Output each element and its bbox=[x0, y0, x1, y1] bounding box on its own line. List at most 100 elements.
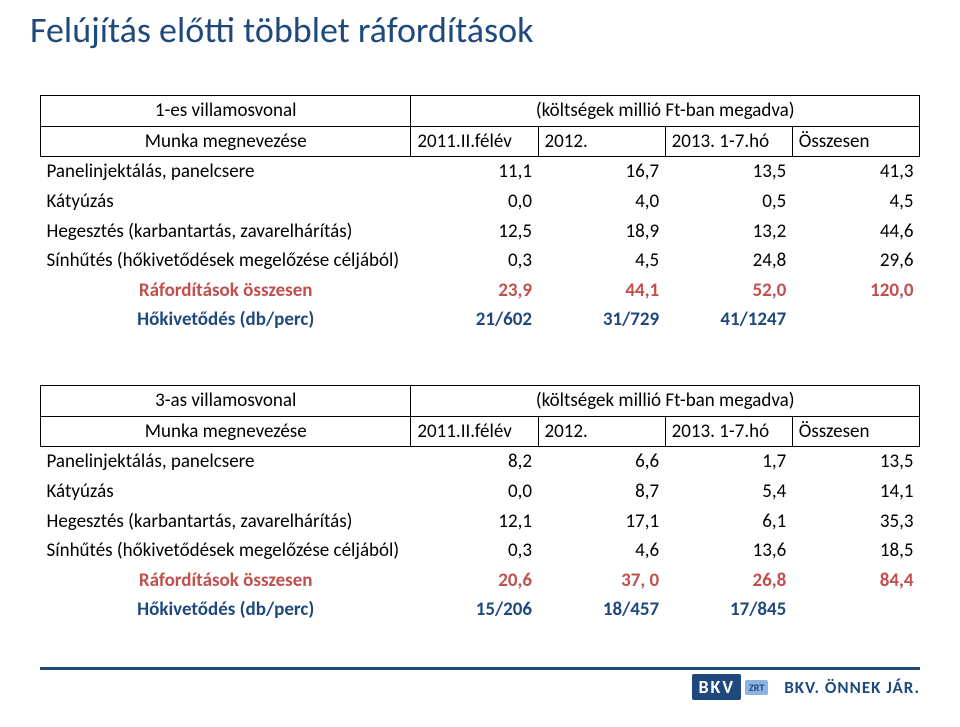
cell-label: Hegesztés (karbantartás, zavarelhárítás) bbox=[41, 507, 411, 537]
cell: 13,5 bbox=[665, 157, 792, 187]
cell: 52,0 bbox=[665, 276, 792, 306]
cell: 29,6 bbox=[792, 246, 919, 276]
cell: 0,0 bbox=[411, 477, 538, 507]
cell: 0,0 bbox=[411, 187, 538, 217]
cell-label: Sínhűtés (hőkivetődések megelőzése céljá… bbox=[41, 246, 411, 276]
table: 3-as villamosvonal (költségek millió Ft-… bbox=[40, 385, 920, 625]
table-row: Panelinjektálás, panelcsere 8,2 6,6 1,7 … bbox=[41, 447, 920, 477]
cell: 11,1 bbox=[411, 157, 538, 187]
cell bbox=[792, 595, 919, 625]
cell: 23,9 bbox=[411, 276, 538, 306]
logo-suffix: ZRT bbox=[745, 680, 768, 695]
cell: 18,9 bbox=[538, 217, 665, 247]
col-2: 2012. bbox=[538, 126, 665, 157]
col-1: 2011.II.félév bbox=[411, 416, 538, 447]
cell: 13,5 bbox=[792, 447, 919, 477]
logo: BKV ZRT bbox=[692, 674, 768, 700]
col-3: 2013. 1-7.hó bbox=[665, 416, 792, 447]
cell-label: Panelinjektálás, panelcsere bbox=[41, 157, 411, 187]
cell: 120,0 bbox=[792, 276, 919, 306]
cell: 21/602 bbox=[411, 305, 538, 335]
table-1: 1-es villamosvonal (költségek millió Ft-… bbox=[40, 95, 920, 335]
cell: 31/729 bbox=[538, 305, 665, 335]
cell: 0,3 bbox=[411, 246, 538, 276]
table-row: Hegesztés (karbantartás, zavarelhárítás)… bbox=[41, 507, 920, 537]
col-munka: Munka megnevezése bbox=[41, 416, 411, 447]
footer: BKV ZRT BKV. ÖNNEK JÁR. bbox=[40, 667, 920, 717]
cell-label: Ráfordítások összesen bbox=[41, 276, 411, 306]
table-row: Panelinjektálás, panelcsere 11,1 16,7 13… bbox=[41, 157, 920, 187]
table-row-sum: Ráfordítások összesen 20,6 37, 0 26,8 84… bbox=[41, 566, 920, 596]
logo-text: BKV bbox=[692, 674, 741, 700]
cell-label: Sínhűtés (hőkivetődések megelőzése céljá… bbox=[41, 536, 411, 566]
cell: 16,7 bbox=[538, 157, 665, 187]
cell: 4,6 bbox=[538, 536, 665, 566]
cell: 44,6 bbox=[792, 217, 919, 247]
cell-label: Hőkivetődés (db/perc) bbox=[41, 305, 411, 335]
cell: 20,6 bbox=[411, 566, 538, 596]
cell: 5,4 bbox=[665, 477, 792, 507]
cell: 15/206 bbox=[411, 595, 538, 625]
cell: 37, 0 bbox=[538, 566, 665, 596]
table-2: 3-as villamosvonal (költségek millió Ft-… bbox=[40, 385, 920, 625]
col-3: 2013. 1-7.hó bbox=[665, 126, 792, 157]
cell: 0,5 bbox=[665, 187, 792, 217]
table-header-row-2: Munka megnevezése 2011.II.félév 2012. 20… bbox=[41, 416, 920, 447]
cell: 6,1 bbox=[665, 507, 792, 537]
cell: 41,3 bbox=[792, 157, 919, 187]
cell: 13,6 bbox=[665, 536, 792, 566]
col-1: 2011.II.félév bbox=[411, 126, 538, 157]
col-2: 2012. bbox=[538, 416, 665, 447]
table-row: Sínhűtés (hőkivetődések megelőzése céljá… bbox=[41, 246, 920, 276]
table-row-hok: Hőkivetődés (db/perc) 15/206 18/457 17/8… bbox=[41, 595, 920, 625]
cell: 14,1 bbox=[792, 477, 919, 507]
table: 1-es villamosvonal (költségek millió Ft-… bbox=[40, 95, 920, 335]
page-title: Felújítás előtti többlet ráfordítások bbox=[30, 8, 533, 52]
cell-label: Hőkivetődés (db/perc) bbox=[41, 595, 411, 625]
cell-label: Panelinjektálás, panelcsere bbox=[41, 447, 411, 477]
cell-label: Hegesztés (karbantartás, zavarelhárítás) bbox=[41, 217, 411, 247]
cell: 12,5 bbox=[411, 217, 538, 247]
table-row-sum: Ráfordítások összesen 23,9 44,1 52,0 120… bbox=[41, 276, 920, 306]
cell: 17/845 bbox=[665, 595, 792, 625]
slide: Felújítás előtti többlet ráfordítások 1-… bbox=[0, 0, 960, 727]
col-4: Összesen bbox=[792, 416, 919, 447]
slogan: BKV. ÖNNEK JÁR. bbox=[784, 677, 920, 698]
table-row: Hegesztés (karbantartás, zavarelhárítás)… bbox=[41, 217, 920, 247]
footer-divider bbox=[40, 667, 920, 670]
cell-label: Kátyúzás bbox=[41, 187, 411, 217]
cell: 24,8 bbox=[665, 246, 792, 276]
cell bbox=[792, 305, 919, 335]
table-caption: (költségek millió Ft-ban megadva) bbox=[411, 386, 920, 417]
table-header-row-2: Munka megnevezése 2011.II.félév 2012. 20… bbox=[41, 126, 920, 157]
table-header-row-1: 1-es villamosvonal (költségek millió Ft-… bbox=[41, 96, 920, 127]
cell-label: Kátyúzás bbox=[41, 477, 411, 507]
cell: 6,6 bbox=[538, 447, 665, 477]
cell: 0,3 bbox=[411, 536, 538, 566]
table-name: 3-as villamosvonal bbox=[41, 386, 411, 417]
cell: 13,2 bbox=[665, 217, 792, 247]
table-row-hok: Hőkivetődés (db/perc) 21/602 31/729 41/1… bbox=[41, 305, 920, 335]
table-row: Sínhűtés (hőkivetődések megelőzése céljá… bbox=[41, 536, 920, 566]
cell: 17,1 bbox=[538, 507, 665, 537]
table-row: Kátyúzás 0,0 4,0 0,5 4,5 bbox=[41, 187, 920, 217]
cell: 8,7 bbox=[538, 477, 665, 507]
cell-label: Ráfordítások összesen bbox=[41, 566, 411, 596]
cell: 26,8 bbox=[665, 566, 792, 596]
cell: 12,1 bbox=[411, 507, 538, 537]
footer-inner: BKV ZRT BKV. ÖNNEK JÁR. bbox=[40, 674, 920, 700]
table-name: 1-es villamosvonal bbox=[41, 96, 411, 127]
cell: 35,3 bbox=[792, 507, 919, 537]
cell: 8,2 bbox=[411, 447, 538, 477]
cell: 1,7 bbox=[665, 447, 792, 477]
table-header-row-1: 3-as villamosvonal (költségek millió Ft-… bbox=[41, 386, 920, 417]
table-row: Kátyúzás 0,0 8,7 5,4 14,1 bbox=[41, 477, 920, 507]
cell: 44,1 bbox=[538, 276, 665, 306]
table-caption: (költségek millió Ft-ban megadva) bbox=[411, 96, 920, 127]
cell: 4,5 bbox=[538, 246, 665, 276]
cell: 41/1247 bbox=[665, 305, 792, 335]
cell: 4,0 bbox=[538, 187, 665, 217]
cell: 18/457 bbox=[538, 595, 665, 625]
cell: 84,4 bbox=[792, 566, 919, 596]
cell: 4,5 bbox=[792, 187, 919, 217]
